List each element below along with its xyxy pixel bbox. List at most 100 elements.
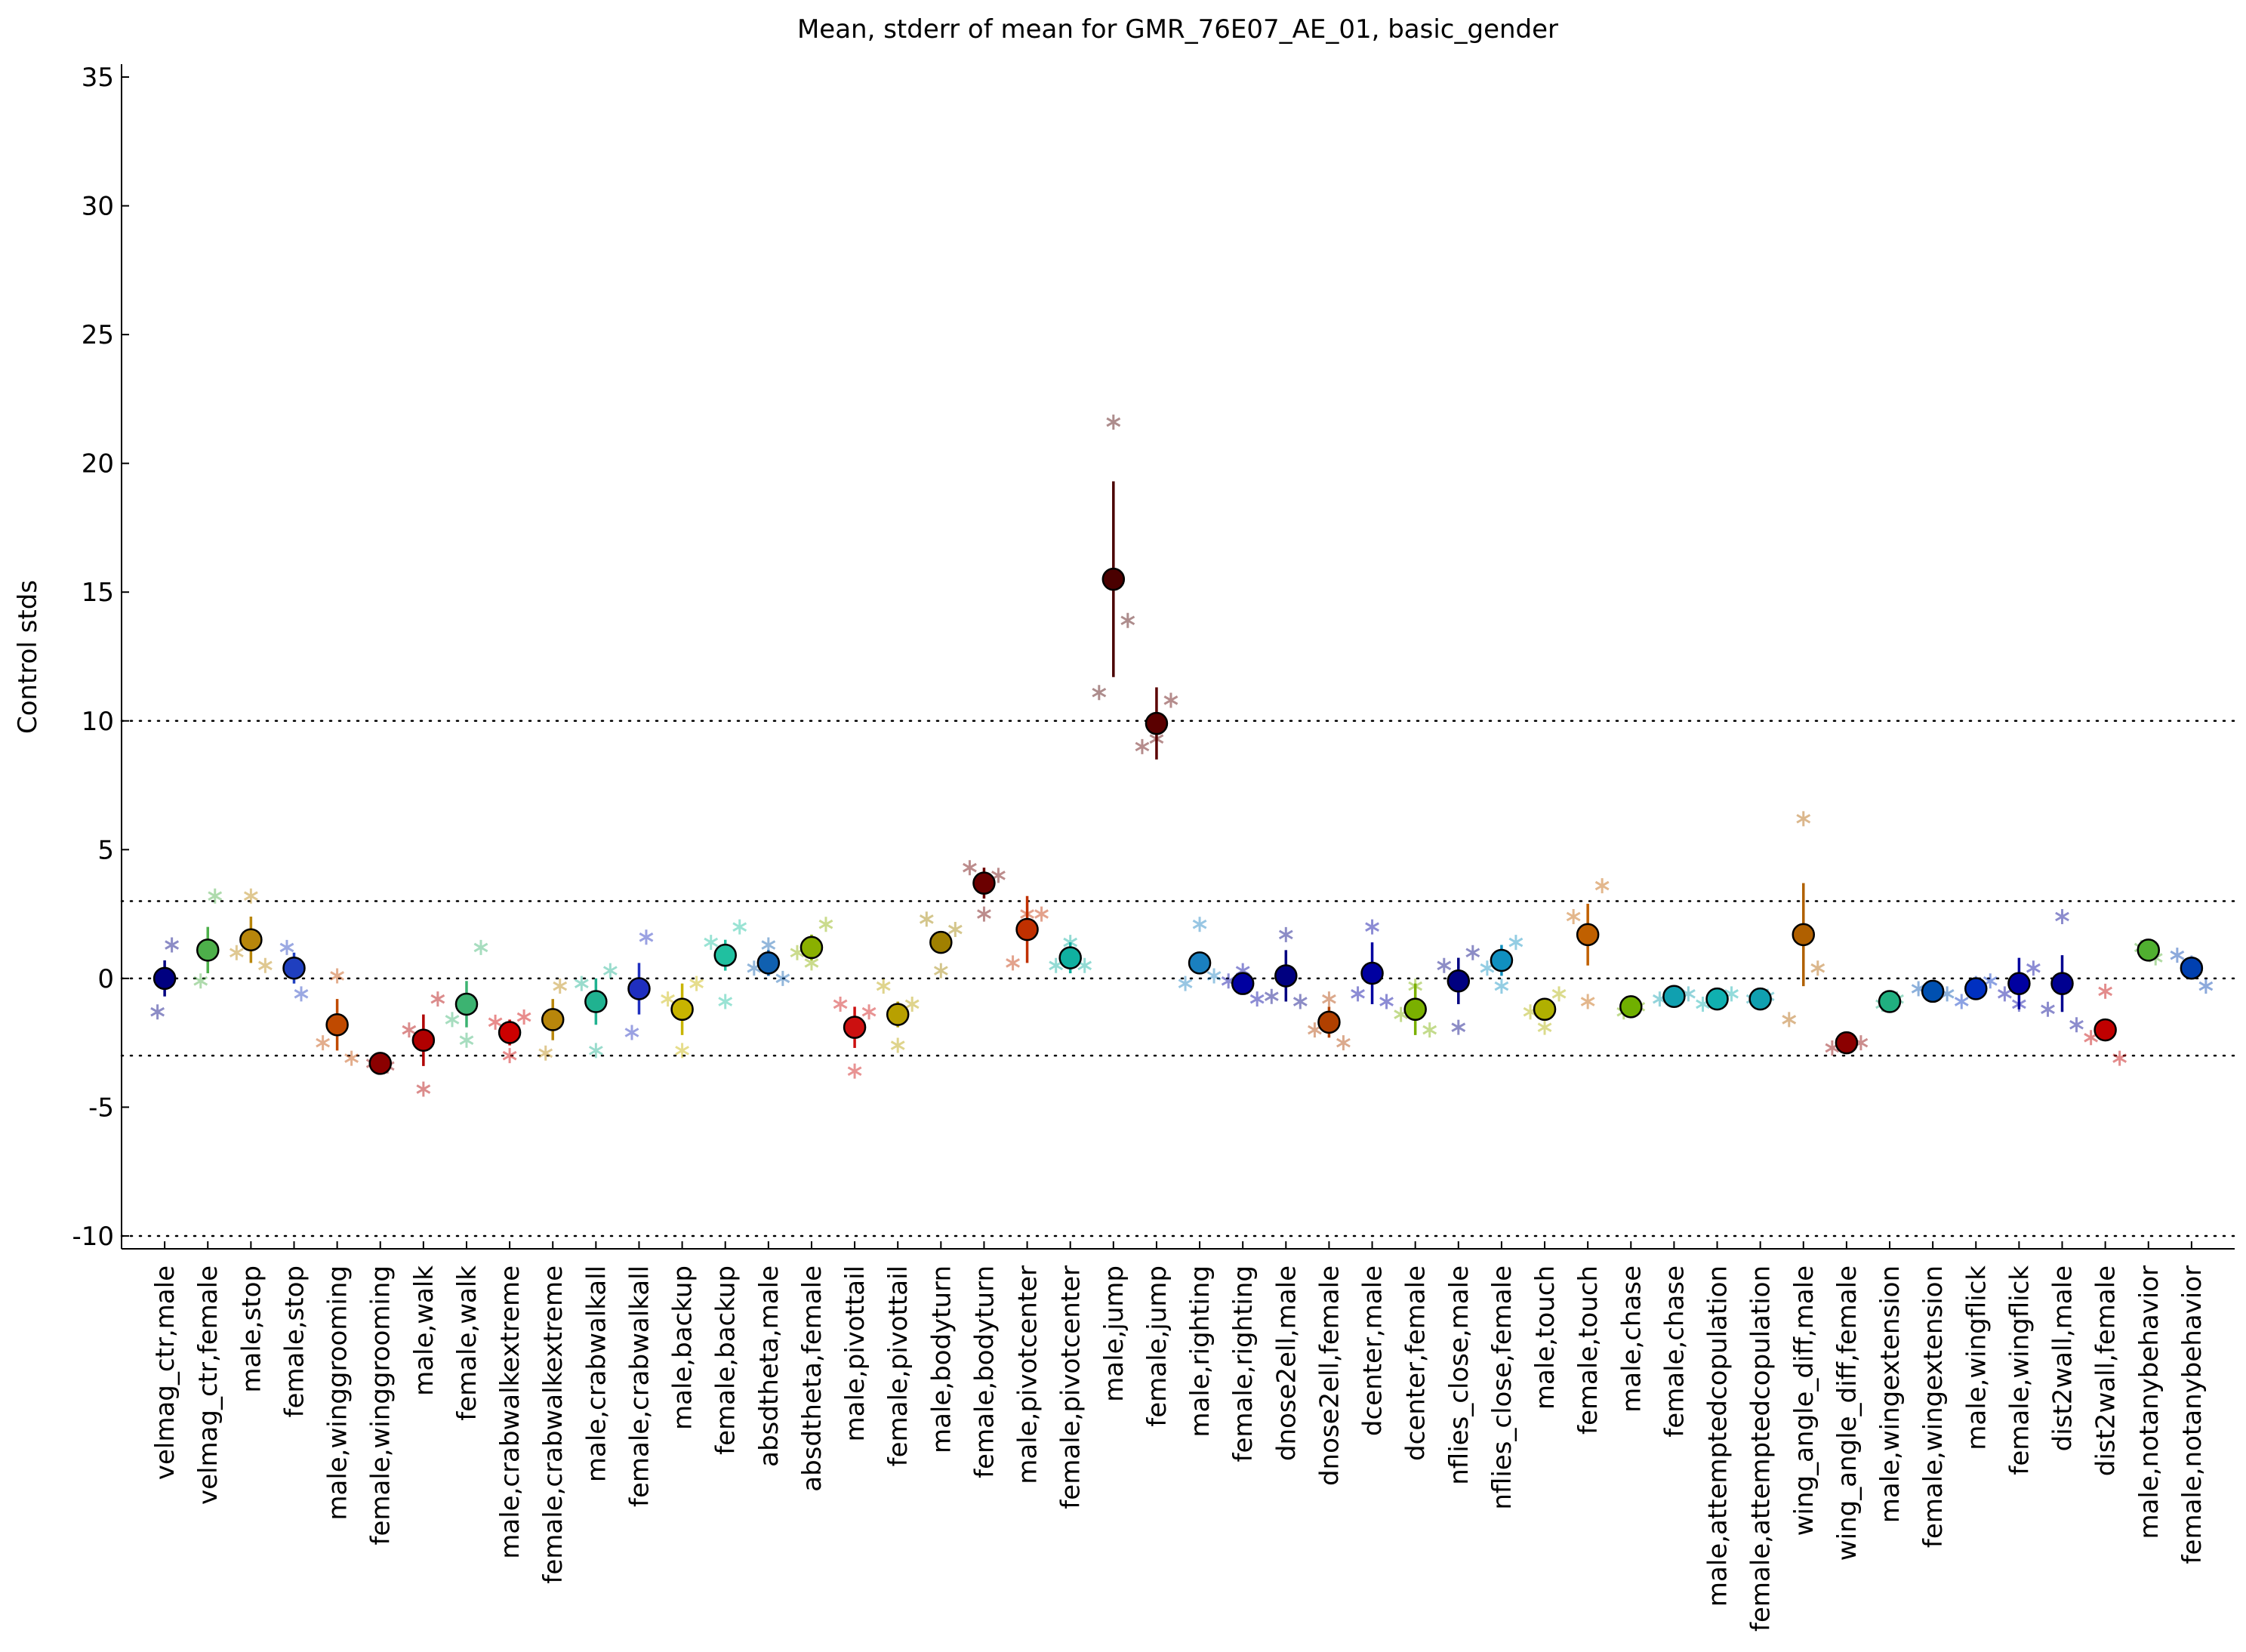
y-tick-label: 5: [97, 835, 114, 865]
line-point: [445, 1012, 460, 1028]
line-point: [1465, 945, 1480, 960]
x-tick-label: female,jump: [1142, 1265, 1172, 1427]
line-point: [1135, 738, 1150, 754]
line-point: [675, 1043, 690, 1059]
mean-marker: [2093, 1018, 2117, 1042]
x-tick-label: wing_angle_diff,male: [1789, 1265, 1819, 1536]
line-point: [876, 979, 891, 994]
chart-title: Mean, stderr of mean for GMR_76E07_AE_01…: [797, 14, 1558, 45]
mean-marker: [627, 977, 651, 1000]
line-point: [1494, 979, 1509, 994]
mean-marker: [1101, 567, 1126, 591]
line-point: [2112, 1050, 2127, 1066]
x-tick-label: female,backup: [711, 1265, 741, 1455]
mean-marker: [1188, 951, 1212, 975]
line-point: [1451, 1019, 1466, 1035]
x-tick-label: female,wingextension: [1918, 1265, 1949, 1548]
mean-marker: [2180, 956, 2204, 980]
mean-marker: [1619, 995, 1643, 1019]
x-tick-label: nflies_close,female: [1487, 1265, 1517, 1510]
x-tick-label: dnose2ell,female: [1314, 1265, 1345, 1486]
line-point: [904, 996, 920, 1012]
mean-marker: [153, 966, 177, 991]
x-tick-label: female,notanybehavior: [2177, 1265, 2207, 1564]
line-point: [1594, 878, 1610, 894]
line-point: [1178, 975, 1193, 991]
mean-marker: [1403, 997, 1427, 1022]
mean-marker: [1490, 948, 1514, 972]
mean-marker: [1576, 923, 1600, 947]
line-point: [2170, 948, 2185, 963]
line-point: [193, 973, 208, 989]
line-point: [1006, 955, 1020, 971]
line-point: [330, 968, 345, 984]
x-tick-label: female,crabwalkall: [624, 1265, 655, 1507]
x-tick-label: male,walk: [409, 1265, 439, 1396]
x-tick-label: male,wingextension: [1875, 1265, 1906, 1523]
x-tick-label: male,touch: [1530, 1265, 1560, 1410]
x-tick-label: male,notanybehavior: [2134, 1265, 2164, 1540]
x-tick-label: male,crabwalkextreme: [495, 1265, 525, 1559]
line-point: [165, 937, 180, 953]
line-point: [208, 888, 223, 904]
mean-marker: [239, 928, 263, 951]
mean-marker: [1145, 711, 1169, 735]
mean-marker: [1792, 923, 1816, 947]
line-point: [316, 1035, 331, 1051]
y-tick-label: 10: [82, 707, 114, 737]
line-point: [1954, 994, 1969, 1009]
line-point: [1192, 917, 1207, 932]
line-point: [294, 986, 309, 1002]
mean-marker: [886, 1003, 910, 1026]
mean-marker: [368, 1052, 392, 1075]
mean-marker: [1662, 985, 1686, 1008]
line-point: [574, 975, 589, 991]
line-point: [1206, 968, 1222, 984]
mean-marker: [972, 871, 996, 895]
line-point: [416, 1081, 431, 1097]
x-tick-label: female,crabwalkextreme: [538, 1265, 568, 1584]
line-point: [732, 919, 747, 935]
line-point: [1566, 909, 1581, 924]
line-point: [775, 970, 790, 986]
x-tick-label: male,pivotcenter: [1013, 1265, 1043, 1484]
line-point: [1551, 986, 1567, 1002]
x-tick-label: velmag_ctr,female: [193, 1265, 223, 1505]
x-tick-label: female,touch: [1573, 1265, 1604, 1435]
line-point: [1322, 991, 1336, 1007]
line-point: [639, 929, 654, 945]
x-tick-label: dcenter,male: [1358, 1265, 1388, 1436]
mean-marker: [1446, 969, 1471, 993]
mean-marker: [1015, 917, 1039, 942]
line-point: [1120, 612, 1135, 628]
y-tick-label: 30: [82, 192, 114, 222]
line-point: [1508, 935, 1524, 951]
line-point: [502, 1048, 517, 1064]
line-point: [933, 963, 948, 979]
line-point: [516, 1009, 531, 1025]
x-tick-label: female,winggrooming: [366, 1265, 396, 1546]
line-point: [1537, 1019, 1552, 1035]
line-point: [861, 1004, 877, 1020]
x-tick-label: dist2wall,male: [2048, 1265, 2078, 1451]
line-point: [661, 991, 676, 1007]
line-point: [2069, 1017, 2084, 1033]
y-tick-label: 35: [82, 63, 114, 93]
x-tick-label: dnose2ell,male: [1271, 1265, 1302, 1461]
line-point: [473, 939, 488, 955]
line-point: [963, 860, 977, 876]
x-tick-label: male,attemptedcopulation: [1703, 1265, 1733, 1607]
mean-marker: [1921, 979, 1945, 1003]
line-point: [553, 979, 568, 994]
x-tick-label: male,backup: [668, 1265, 698, 1430]
mean-marker: [2050, 972, 2074, 995]
mean-marker: [541, 1008, 565, 1031]
y-tick-label: 20: [82, 449, 114, 479]
mean-marker: [929, 930, 953, 954]
mean-marker: [1058, 946, 1082, 969]
line-point: [1106, 415, 1121, 430]
mean-marker: [670, 997, 694, 1022]
x-tick-label: male,bodyturn: [926, 1265, 957, 1453]
mean-marker: [1231, 972, 1255, 995]
mean-marker: [1317, 1010, 1341, 1034]
